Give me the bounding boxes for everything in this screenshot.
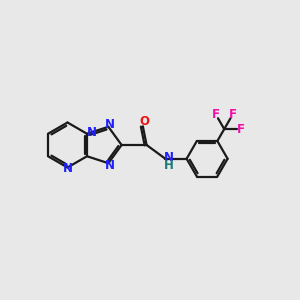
Text: F: F bbox=[229, 108, 237, 121]
Text: N: N bbox=[105, 118, 115, 131]
Text: N: N bbox=[86, 126, 97, 139]
Text: F: F bbox=[212, 108, 220, 121]
Text: H: H bbox=[164, 159, 174, 172]
Text: O: O bbox=[140, 115, 150, 128]
Text: N: N bbox=[105, 159, 115, 172]
Text: F: F bbox=[237, 123, 245, 136]
Text: N: N bbox=[164, 151, 174, 164]
Text: N: N bbox=[62, 161, 73, 175]
